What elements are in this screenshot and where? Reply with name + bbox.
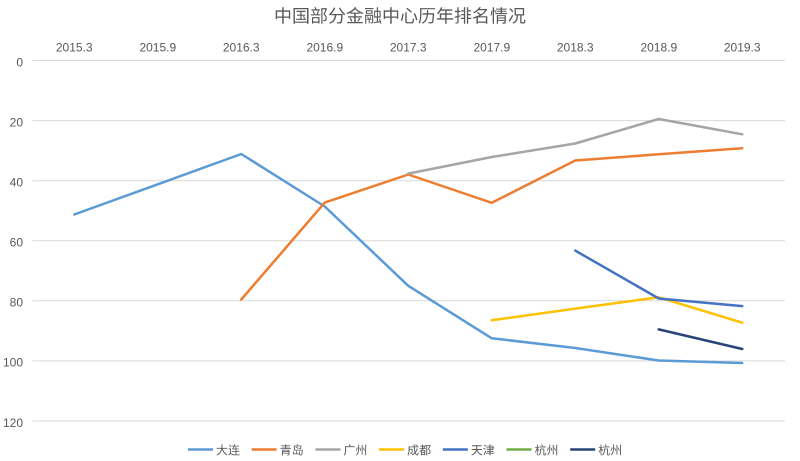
svg-text:2018.9: 2018.9 bbox=[640, 41, 677, 55]
svg-text:2016.3: 2016.3 bbox=[223, 41, 260, 55]
svg-text:0: 0 bbox=[16, 55, 23, 69]
svg-text:40: 40 bbox=[10, 176, 24, 190]
svg-text:20: 20 bbox=[10, 115, 24, 129]
svg-text:2016.9: 2016.9 bbox=[306, 41, 343, 55]
svg-text:60: 60 bbox=[10, 236, 24, 250]
svg-text:80: 80 bbox=[10, 296, 24, 310]
svg-text:2019.3: 2019.3 bbox=[724, 41, 761, 55]
svg-text:2018.3: 2018.3 bbox=[557, 41, 594, 55]
svg-text:2015.3: 2015.3 bbox=[56, 41, 93, 55]
svg-text:100: 100 bbox=[3, 356, 23, 370]
svg-text:2017.3: 2017.3 bbox=[390, 41, 427, 55]
svg-text:2017.9: 2017.9 bbox=[473, 41, 510, 55]
svg-text:2015.9: 2015.9 bbox=[139, 41, 176, 55]
svg-text:120: 120 bbox=[3, 416, 23, 430]
